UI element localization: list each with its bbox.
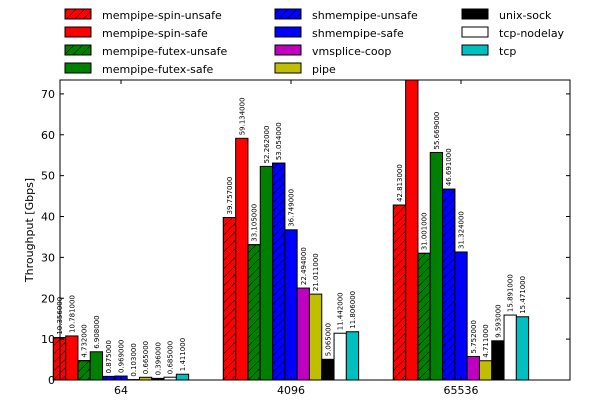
data-label-pipe-4096: 21.011000 — [312, 253, 320, 291]
data-label-mempipe-spin-safe-64: 10.781000 — [68, 295, 76, 333]
legend-swatch-unix-sock — [461, 8, 489, 20]
legend-label-mempipe-spin-safe: mempipe-spin-safe — [102, 27, 208, 40]
legend-label-vmsplice-coop: vmsplice-coop — [312, 45, 391, 58]
data-label-shmempipe-unsafe-65536: 46.691000 — [445, 148, 453, 186]
data-label-tcp-64: 1.411000 — [179, 338, 187, 371]
legend-label-mempipe-futex-safe: mempipe-futex-safe — [102, 63, 214, 76]
data-label-mempipe-futex-unsafe-4096: 33.105000 — [251, 204, 259, 242]
data-label-tcp-nodelay-64: 0.685000 — [167, 341, 175, 374]
y-axis: 0 10 20 30 40 50 60 70 — [41, 88, 570, 387]
data-label-mempipe-futex-safe-4096: 52.262000 — [263, 126, 271, 164]
y-axis-label: Throughput [Gbps] — [23, 178, 36, 283]
y-tick-label: 40 — [41, 211, 55, 224]
legend-label-mempipe-futex-unsafe: mempipe-futex-unsafe — [102, 45, 227, 58]
x-axis: 64 4096 65536 — [114, 80, 479, 397]
bar-tcp-4096 — [345, 331, 360, 381]
legend-swatch-mempipe-futex-safe — [64, 62, 92, 74]
bar-shmempipe-safe-4096 — [284, 229, 298, 381]
y-tick-label: 20 — [41, 292, 55, 305]
x-tick-label: 65536 — [444, 384, 479, 397]
data-label-shmempipe-unsafe-4096: 53.054000 — [275, 122, 283, 160]
bar-shmempipe-unsafe-64-hatch — [102, 375, 116, 381]
bar-mempipe-spin-safe-4096 — [235, 137, 249, 381]
legend-swatch-hatch — [64, 44, 92, 56]
data-label-tcp-65536: 15.471000 — [519, 276, 527, 314]
legend-swatch-tcp-nodelay — [461, 26, 489, 38]
bar-tcp-nodelay-65536 — [503, 314, 517, 381]
bar-mempipe-spin-unsafe-4096-hatch — [222, 217, 237, 381]
y-tick-label: 10 — [41, 333, 55, 346]
data-label-unix-sock-65536: 9.593000 — [494, 304, 502, 337]
bar-shmempipe-unsafe-65536-hatch — [442, 188, 456, 381]
bar-mempipe-futex-unsafe-4096-hatch — [247, 244, 261, 381]
data-label-tcp-4096: 11.806000 — [349, 291, 357, 329]
data-label-mempipe-spin-unsafe-4096: 39.757000 — [226, 177, 234, 215]
data-label-mempipe-futex-unsafe-64: 4.732000 — [81, 324, 89, 357]
data-label-shmempipe-unsafe-64: 0.875000 — [105, 340, 113, 373]
data-label-vmsplice-coop-4096: 22.494000 — [300, 247, 308, 285]
x-tick-label: 64 — [114, 384, 128, 397]
bar-mempipe-futex-safe-4096 — [259, 165, 274, 381]
bar-shmempipe-safe-65536 — [454, 251, 468, 381]
data-label-pipe-65536: 4.711000 — [482, 324, 490, 357]
legend-label-unix-sock: unix-sock — [499, 9, 552, 22]
legend: mempipe-spin-unsafe mempipe-spin-safe memp… — [64, 8, 565, 76]
y-tick-label: 0 — [48, 374, 55, 387]
bar-tcp-64 — [175, 373, 190, 381]
legend-label-pipe: pipe — [312, 63, 336, 76]
data-label-shmempipe-safe-64: 0.969000 — [118, 340, 126, 373]
bar-vmsplice-coop-65536 — [466, 355, 480, 381]
data-label-mempipe-futex-unsafe-65536: 31.001000 — [421, 212, 429, 250]
bar-mempipe-futex-safe-65536 — [429, 151, 444, 381]
data-label-shmempipe-safe-4096: 36.749000 — [288, 189, 296, 227]
data-label-pipe-64: 0.665000 — [142, 341, 150, 374]
data-label-vmsplice-coop-64: 0.103000 — [130, 343, 138, 376]
y-tick-label: 30 — [41, 251, 55, 264]
legend-swatch-mempipe-spin-safe — [64, 26, 92, 38]
legend-label-shmempipe-safe: shmempipe-safe — [312, 27, 404, 40]
bar-tcp-65536 — [515, 316, 530, 381]
legend-label-tcp-nodelay: tcp-nodelay — [499, 27, 565, 40]
data-label-tcp-nodelay-4096: 11.442000 — [337, 292, 345, 330]
y-tick-label: 70 — [41, 88, 55, 101]
bars-layer — [52, 79, 530, 381]
legend-swatch-vmsplice-coop — [274, 44, 302, 56]
bar-mempipe-futex-unsafe-64-hatch — [77, 360, 91, 381]
x-tick-label: 4096 — [277, 384, 305, 397]
bar-pipe-65536 — [478, 360, 493, 381]
legend-swatch-shmempipe-safe — [274, 26, 302, 38]
plot-frame — [59, 79, 571, 381]
data-label-vmsplice-coop-65536: 5.752000 — [470, 320, 478, 353]
data-label-tcp-nodelay-65536: 15.891000 — [507, 274, 515, 312]
data-label-mempipe-spin-safe-4096: 59.134000 — [238, 97, 246, 135]
bar-tcp-nodelay-4096 — [333, 332, 347, 381]
data-label-shmempipe-safe-65536: 31.324000 — [458, 211, 466, 249]
bar-vmsplice-coop-4096 — [296, 287, 310, 381]
bar-mempipe-spin-safe-65536 — [405, 79, 419, 381]
legend-swatch-tcp — [461, 44, 489, 56]
bar-mempipe-spin-unsafe-65536-hatch — [392, 204, 407, 381]
data-label-unix-sock-64: 0.396000 — [154, 342, 162, 375]
bar-mempipe-futex-safe-64 — [89, 351, 104, 381]
y-tick-label: 60 — [41, 129, 55, 142]
bar-pipe-4096 — [308, 293, 323, 381]
legend-swatch-hatch — [64, 8, 92, 20]
bar-shmempipe-unsafe-4096-hatch — [272, 162, 286, 381]
legend-swatch-hatch — [274, 8, 302, 20]
data-label-unix-sock-4096: 5.065000 — [324, 323, 332, 356]
bar-mempipe-futex-unsafe-65536-hatch — [417, 252, 431, 381]
legend-swatch-pipe — [274, 62, 302, 74]
data-label-mempipe-futex-safe-65536: 55.669000 — [433, 112, 441, 150]
data-label-mempipe-spin-unsafe-65536: 42.813000 — [396, 164, 404, 202]
legend-label-shmempipe-unsafe: shmempipe-unsafe — [312, 9, 418, 22]
data-label-mempipe-futex-safe-64: 6.908000 — [93, 315, 101, 348]
legend-label-tcp: tcp — [499, 45, 516, 58]
y-tick-label: 50 — [41, 170, 55, 183]
bar-unix-sock-65536 — [491, 340, 505, 381]
legend-label-mempipe-spin-unsafe: mempipe-spin-unsafe — [102, 9, 222, 22]
bar-unix-sock-4096 — [321, 358, 335, 381]
bar-mempipe-spin-safe-64 — [65, 335, 79, 381]
